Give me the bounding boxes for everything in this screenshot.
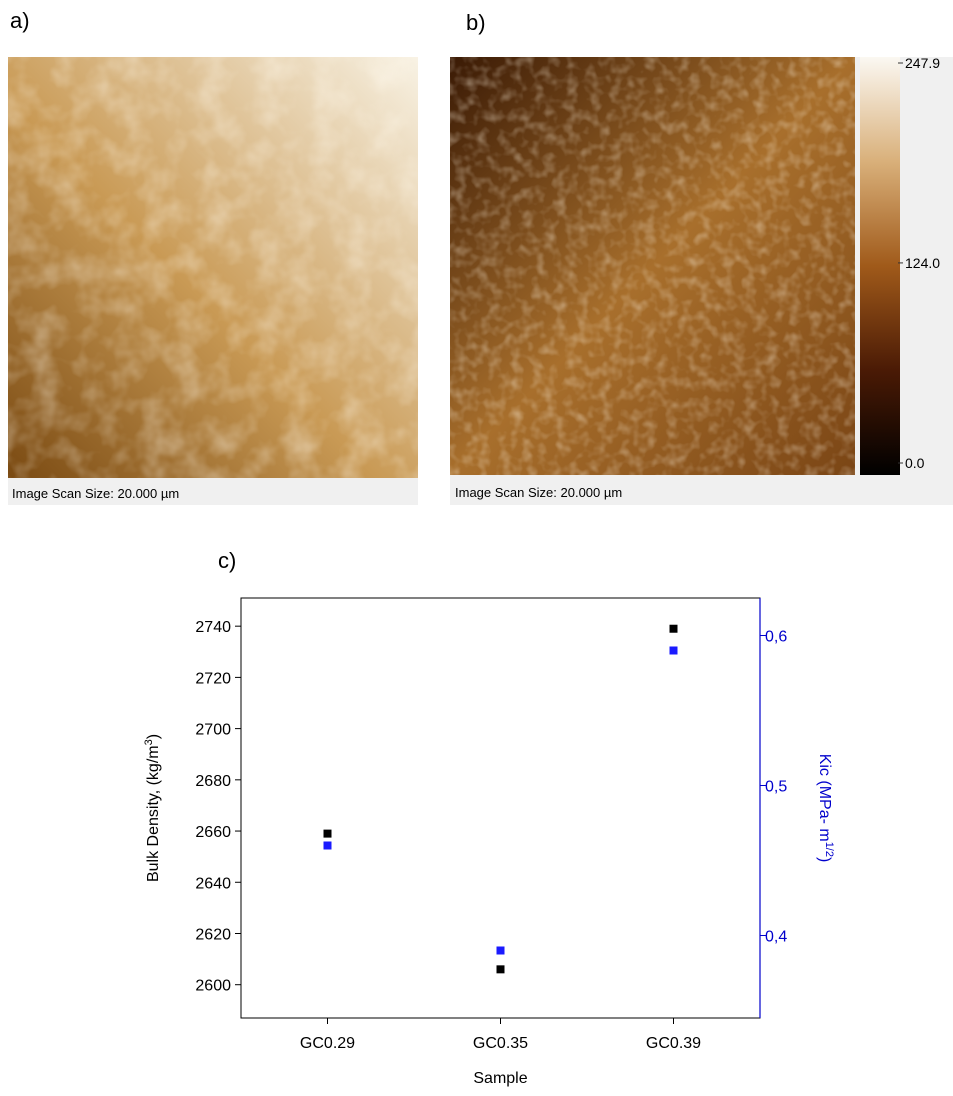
y2-axis-label-sup: 1/2 xyxy=(823,842,835,857)
y2-axis-label-text: Kic (MPa- m xyxy=(816,754,833,842)
marker xyxy=(496,946,505,955)
y-axis-label-close: ) xyxy=(145,734,162,739)
y-tick-label: 2600 xyxy=(195,978,231,995)
x-axis-label: Sample xyxy=(473,1070,527,1087)
caption: Image Scan Size: 20.000 µm xyxy=(455,485,622,500)
y-tick-label: 2680 xyxy=(195,773,231,790)
marker xyxy=(669,624,678,633)
colorbar-label: 0.0 xyxy=(905,455,925,471)
x-tick-label: GC0.35 xyxy=(473,1035,528,1052)
plot-frame xyxy=(240,597,761,1019)
caption: Image Scan Size: 20.000 µm xyxy=(12,486,179,501)
x-tick-label: GC0.29 xyxy=(300,1035,355,1052)
y-tick-label: 2640 xyxy=(195,875,231,892)
colorbar-label: 124.0 xyxy=(905,255,940,271)
afm-image-a xyxy=(8,57,418,505)
panel-label: c) xyxy=(218,548,236,573)
y2-axis-label: Kic (MPa- m1/2) xyxy=(816,754,835,863)
marker xyxy=(496,965,505,974)
y2-tick-label: 0,5 xyxy=(765,779,787,796)
y2-tick-label: 0,4 xyxy=(765,929,787,946)
y-tick-label: 2740 xyxy=(195,619,231,636)
y2-tick-label: 0,6 xyxy=(765,629,787,646)
afm-image-b xyxy=(450,57,953,505)
y-axis-label-text: Bulk Density, (kg/m xyxy=(145,745,162,882)
marker xyxy=(323,829,332,838)
y-tick-label: 2620 xyxy=(195,926,231,943)
panel-label: b) xyxy=(466,10,486,35)
x-tick-label: GC0.39 xyxy=(646,1035,701,1052)
y-axis-label-sup: 3 xyxy=(143,739,155,745)
marker xyxy=(323,841,332,850)
colorbar-label: 247.9 xyxy=(905,55,940,71)
y2-axis-label-close: ) xyxy=(816,857,833,862)
marker xyxy=(669,646,678,655)
y-tick-label: 2720 xyxy=(195,670,231,687)
panel-label: a) xyxy=(10,8,30,33)
y-tick-label: 2660 xyxy=(195,824,231,841)
y-tick-label: 2700 xyxy=(195,722,231,739)
colorbar xyxy=(860,57,900,475)
y-axis-label: Bulk Density, (kg/m3) xyxy=(143,734,162,882)
